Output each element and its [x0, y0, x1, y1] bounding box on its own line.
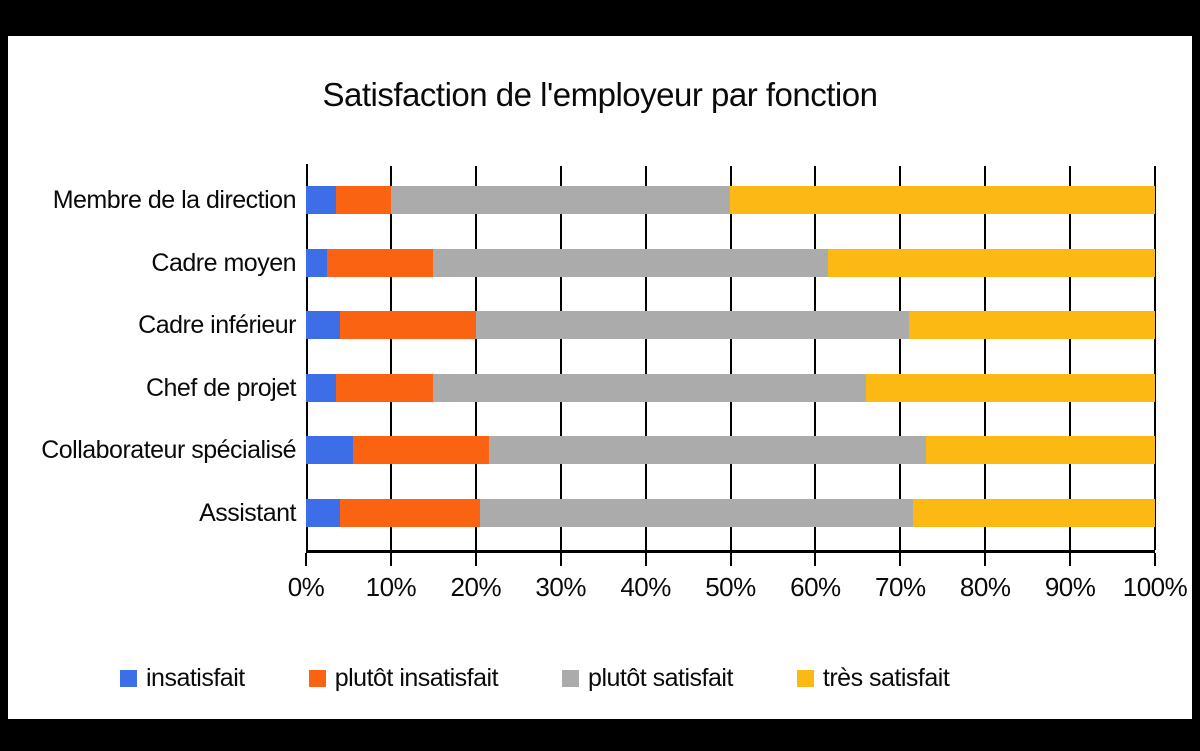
x-tick-label: 40%	[620, 572, 671, 602]
grid-line	[389, 166, 392, 550]
grid-line	[729, 166, 732, 550]
x-tick-label: 20%	[450, 572, 502, 602]
tick-mark	[984, 553, 987, 566]
grid-line	[644, 166, 647, 550]
bar-segment	[433, 373, 867, 402]
bar-segment	[913, 499, 1155, 527]
category-label: Membre de la direction	[52, 186, 297, 214]
x-tick-label: 10%	[365, 572, 417, 602]
bar-segment	[828, 248, 1155, 277]
tick-mark	[729, 553, 732, 566]
x-tick-label: 90%	[1044, 572, 1096, 602]
legend-item: très satisfait	[796, 664, 950, 693]
legend-item: plutôt insatisfait	[308, 664, 499, 693]
legend-label: plutôt satisfait	[588, 664, 733, 692]
legend-swatch-icon	[796, 670, 814, 687]
legend-swatch-icon	[120, 670, 137, 687]
bar-segment	[306, 311, 340, 340]
bar-segment	[339, 499, 481, 527]
grid-line	[559, 166, 562, 550]
x-tick-label: 0%	[287, 572, 325, 602]
tick-mark	[1154, 553, 1156, 566]
bar-row	[306, 311, 1155, 340]
bar-segment	[327, 248, 434, 277]
tick-mark	[899, 553, 902, 566]
grid-line	[814, 166, 817, 550]
bar-row	[306, 186, 1155, 214]
grid-line	[984, 166, 987, 550]
category-label: Chef de projet	[145, 373, 297, 402]
bar-row	[306, 248, 1155, 277]
bar-segment	[306, 373, 336, 402]
category-label: Cadre inférieur	[138, 311, 296, 340]
bar-segment	[335, 373, 434, 402]
legend-swatch-icon	[562, 670, 580, 687]
bar-segment	[335, 186, 391, 214]
bar-segment	[339, 311, 476, 340]
tick-mark	[814, 553, 817, 566]
bar-segment	[488, 436, 926, 465]
tick-mark	[474, 553, 477, 566]
bar-segment	[433, 248, 829, 277]
legend-label: très satisfait	[822, 664, 950, 692]
x-tick-label: 70%	[875, 572, 926, 602]
x-axis-labels: 0% 10% 20% 30% 40% 50% 60% 70% 80% 90% 100%	[288, 572, 1188, 606]
x-tick-label: 30%	[535, 572, 586, 602]
grid-line	[899, 166, 902, 550]
legend-item: plutôt satisfait	[562, 664, 733, 693]
chart-title: Satisfaction de l'employeur par fonction	[322, 76, 878, 113]
grid-line	[1154, 166, 1156, 550]
category-label: Cadre moyen	[151, 248, 296, 277]
tick-mark	[1069, 553, 1072, 566]
bar-segment	[306, 436, 353, 465]
legend-item: insatisfait	[120, 664, 245, 693]
plot-area	[306, 164, 1156, 553]
category-label: Assistant	[199, 499, 296, 527]
bar-row	[306, 499, 1155, 527]
chart-canvas: Satisfaction de l'employeur par fonction…	[8, 36, 1192, 719]
legend-label: plutôt insatisfait	[334, 664, 499, 692]
x-tick-label: 50%	[705, 572, 756, 602]
legend-swatch-icon	[308, 670, 326, 687]
bar-segment	[475, 311, 909, 340]
category-label: Collaborateur spécialisé	[41, 436, 296, 465]
x-axis-ticks	[305, 553, 1156, 567]
bar-segment	[390, 186, 731, 214]
bar-segment	[352, 436, 489, 465]
tick-mark	[644, 553, 647, 566]
bar-segment	[730, 186, 1155, 214]
x-tick-label: 80%	[959, 572, 1011, 602]
bar-segment	[306, 248, 328, 277]
grid-line	[474, 166, 477, 550]
x-tick-label: 60%	[790, 572, 841, 602]
bar-segment	[306, 499, 340, 527]
tick-mark	[305, 553, 307, 566]
bar-segment	[306, 186, 336, 214]
x-tick-label: 100%	[1122, 572, 1188, 602]
tick-mark	[389, 553, 392, 566]
grid-line	[1069, 166, 1072, 550]
tick-mark	[559, 553, 562, 566]
legend: insatisfait plutôt insatisfait plutôt sati…	[120, 664, 950, 693]
legend-label: insatisfait	[146, 664, 245, 692]
grid-line	[306, 164, 308, 550]
category-axis: Membre de la direction Cadre moyen Cadre i…	[8, 164, 296, 553]
bar-row	[306, 373, 1155, 402]
bar-segment	[925, 436, 1155, 465]
bar-row	[306, 436, 1155, 465]
bar-segment	[908, 311, 1155, 340]
bar-segment	[866, 373, 1155, 402]
bar-segment	[480, 499, 914, 527]
